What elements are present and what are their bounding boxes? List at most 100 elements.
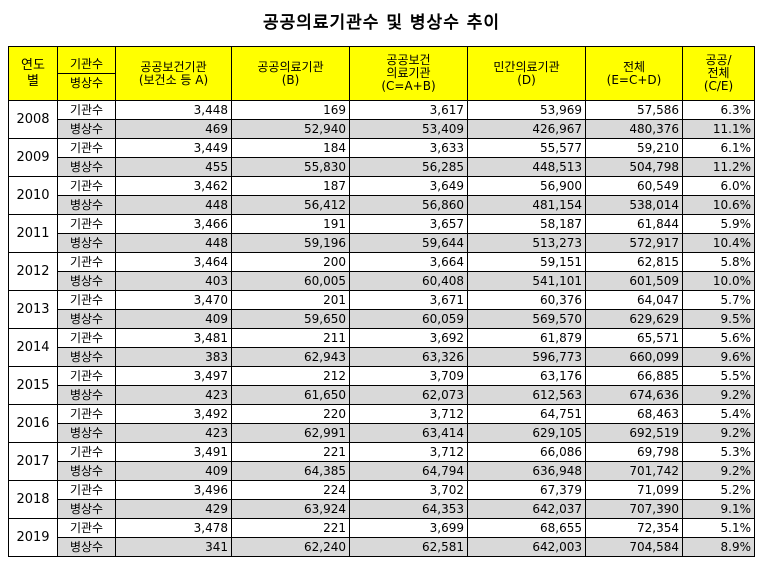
row-type-label: 기관수	[57, 214, 116, 234]
table-cell: 62,240	[231, 537, 350, 557]
table-cell: 60,059	[349, 309, 468, 329]
table-cell: 3,699	[349, 518, 468, 538]
table-row: 2008 기관수 3,448 169 3,617 53,969 57,586 6.3%	[8, 100, 755, 139]
table-cell: 3,462	[115, 176, 232, 196]
table-cell: 3,671	[349, 290, 468, 310]
row-type-label: 병상수	[57, 461, 116, 481]
table-cell: 383	[115, 347, 232, 367]
type-header: 기관수 병상수	[57, 46, 116, 101]
col-header-public-health: 공공보건기관 (보건소 등 A)	[115, 46, 232, 101]
table-cell: 61,844	[585, 214, 683, 234]
row-type-label: 병상수	[57, 195, 116, 215]
table-cell: 9.5%	[682, 309, 755, 329]
table-cell: 3,497	[115, 366, 232, 386]
table-cell: 9.1%	[682, 499, 755, 519]
table-cell: 59,151	[467, 252, 586, 272]
year-header: 연도 별	[8, 46, 58, 101]
table-cell: 5.7%	[682, 290, 755, 310]
year-cell: 2013	[8, 290, 58, 329]
table-cell: 61,879	[467, 328, 586, 348]
table-cell: 63,924	[231, 499, 350, 519]
row-type-label: 기관수	[57, 176, 116, 196]
table-cell: 538,014	[585, 195, 683, 215]
table-cell: 59,196	[231, 233, 350, 253]
row-type-label: 기관수	[57, 138, 116, 158]
table-cell: 3,712	[349, 404, 468, 424]
stats-table: 연도 별 기관수 병상수 공공보건기관 (보건소 등 A) 공공의료기관 (B)…	[8, 46, 755, 557]
table-cell: 3,657	[349, 214, 468, 234]
year-cell: 2015	[8, 366, 58, 405]
table-cell: 3,491	[115, 442, 232, 462]
table-cell: 68,463	[585, 404, 683, 424]
table-cell: 187	[231, 176, 350, 196]
table-cell: 3,464	[115, 252, 232, 272]
table-cell: 480,376	[585, 119, 683, 139]
table-row: 병상수 448 56,412 56,860 481,154 538,014 10.6%	[9, 195, 755, 215]
table-cell: 642,003	[467, 537, 586, 557]
col-header-ratio: 공공/ 전체 (C/E)	[682, 46, 755, 101]
table-cell: 56,412	[231, 195, 350, 215]
table-cell: 455	[115, 157, 232, 177]
table-cell: 62,073	[349, 385, 468, 405]
table-row: 병상수 469 52,940 53,409 426,967 480,376 11.1%	[9, 119, 755, 139]
row-type-label: 기관수	[57, 252, 116, 272]
table-cell: 9.2%	[682, 423, 755, 443]
table-cell: 5.1%	[682, 518, 755, 538]
table-row: 병상수 448 59,196 59,644 513,273 572,917 10.4%	[9, 233, 755, 253]
table-cell: 481,154	[467, 195, 586, 215]
table-row: 병상수 455 55,830 56,285 448,513 504,798 11.2%	[9, 157, 755, 177]
table-cell: 191	[231, 214, 350, 234]
table-cell: 569,570	[467, 309, 586, 329]
table-cell: 60,549	[585, 176, 683, 196]
table-row: 2019 기관수 3,478 221 3,699 68,655 72,354 5.1%	[8, 518, 755, 557]
table-cell: 612,563	[467, 385, 586, 405]
row-type-label: 병상수	[57, 271, 116, 291]
table-row: 병상수 429 63,924 64,353 642,037 707,390 9.1%	[9, 499, 755, 519]
table-cell: 64,794	[349, 461, 468, 481]
table-cell: 169	[231, 100, 350, 120]
table-cell: 3,448	[115, 100, 232, 120]
table-cell: 211	[231, 328, 350, 348]
year-cell: 2011	[8, 214, 58, 253]
table-cell: 3,712	[349, 442, 468, 462]
table-cell: 67,379	[467, 480, 586, 500]
table-cell: 53,409	[349, 119, 468, 139]
table-cell: 64,385	[231, 461, 350, 481]
table-cell: 448,513	[467, 157, 586, 177]
table-cell: 5.8%	[682, 252, 755, 272]
table-cell: 6.1%	[682, 138, 755, 158]
table-row: 2013 기관수 3,470 201 3,671 60,376 64,047 5.7%	[8, 290, 755, 329]
table-cell: 11.1%	[682, 119, 755, 139]
table-cell: 66,086	[467, 442, 586, 462]
table-cell: 3,692	[349, 328, 468, 348]
table-cell: 11.2%	[682, 157, 755, 177]
table-cell: 61,650	[231, 385, 350, 405]
table-cell: 56,860	[349, 195, 468, 215]
table-cell: 10.4%	[682, 233, 755, 253]
table-cell: 5.4%	[682, 404, 755, 424]
table-cell: 3,496	[115, 480, 232, 500]
table-cell: 64,751	[467, 404, 586, 424]
table-cell: 221	[231, 518, 350, 538]
year-cell: 2016	[8, 404, 58, 443]
table-row: 2010 기관수 3,462 187 3,649 56,900 60,549 6.0%	[8, 176, 755, 215]
table-cell: 3,492	[115, 404, 232, 424]
table-cell: 55,830	[231, 157, 350, 177]
type-header-bottom: 병상수	[69, 76, 104, 90]
table-cell: 53,969	[467, 100, 586, 120]
row-type-label: 기관수	[57, 442, 116, 462]
table-cell: 9.6%	[682, 347, 755, 367]
table-cell: 56,900	[467, 176, 586, 196]
table-cell: 10.6%	[682, 195, 755, 215]
table-cell: 69,798	[585, 442, 683, 462]
table-cell: 692,519	[585, 423, 683, 443]
table-cell: 596,773	[467, 347, 586, 367]
table-row: 2018 기관수 3,496 224 3,702 67,379 71,099 5.2%	[8, 480, 755, 519]
table-cell: 60,376	[467, 290, 586, 310]
table-cell: 3,470	[115, 290, 232, 310]
table-cell: 60,408	[349, 271, 468, 291]
table-cell: 541,101	[467, 271, 586, 291]
row-type-label: 기관수	[57, 480, 116, 500]
table-cell: 62,943	[231, 347, 350, 367]
table-row: 병상수 409 64,385 64,794 636,948 701,742 9.2%	[9, 461, 755, 481]
